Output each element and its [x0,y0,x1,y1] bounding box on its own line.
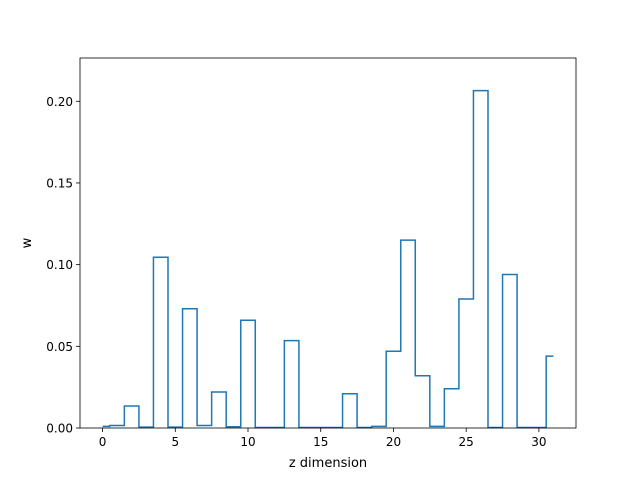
x-tick-label: 5 [171,435,179,449]
y-tick-label: 0.10 [46,258,73,272]
y-tick-label: 0.20 [46,95,73,109]
x-tick-label: 20 [386,435,401,449]
x-tick-label: 0 [99,435,107,449]
x-axis-label: z dimension [289,456,367,471]
x-tick-label: 10 [240,435,255,449]
series-step-line [102,89,554,429]
x-tick-label: 15 [313,435,328,449]
y-tick-label: 0.00 [46,422,73,436]
axes-frame [79,57,577,429]
y-tick-label: 0.05 [46,340,73,354]
y-axis-label: w [20,237,35,248]
x-tick-label: 25 [459,435,474,449]
y-tick-label: 0.15 [46,176,73,190]
x-tick-label: 30 [531,435,546,449]
